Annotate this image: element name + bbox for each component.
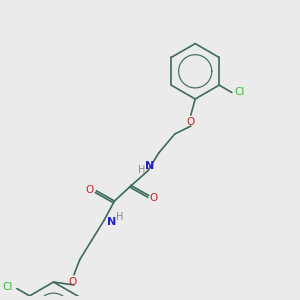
Text: O: O: [149, 193, 158, 203]
Text: N: N: [146, 161, 154, 171]
Text: Cl: Cl: [235, 87, 245, 98]
Text: O: O: [186, 117, 194, 127]
Text: H: H: [138, 165, 145, 175]
Text: O: O: [86, 185, 94, 195]
Text: H: H: [116, 212, 123, 222]
Text: O: O: [68, 277, 76, 287]
Text: Cl: Cl: [2, 282, 13, 292]
Text: N: N: [107, 217, 116, 227]
